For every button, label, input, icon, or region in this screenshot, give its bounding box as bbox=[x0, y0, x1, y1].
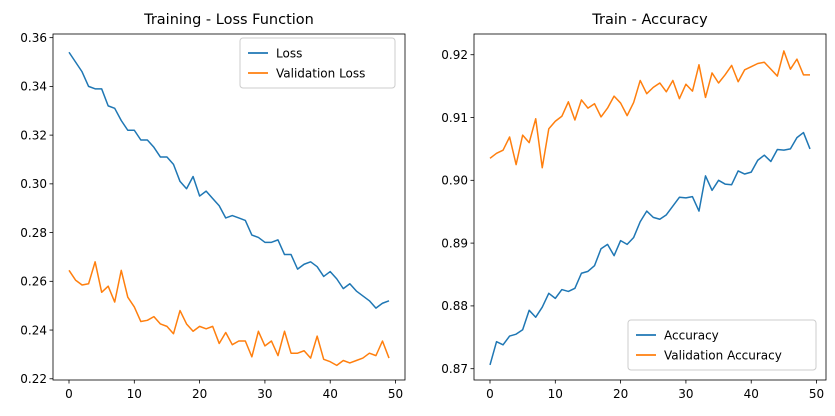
legend-label-2: Validation Loss bbox=[276, 66, 365, 80]
series-line-1 bbox=[489, 131, 811, 366]
x-tick-label: 40 bbox=[744, 387, 759, 401]
y-tick-label: 0.87 bbox=[441, 362, 468, 376]
y-tick-label: 0.91 bbox=[441, 111, 468, 125]
chart-title: Training - Loss Function bbox=[143, 12, 314, 28]
x-tick-label: 0 bbox=[65, 387, 73, 401]
y-tick-label: 0.32 bbox=[20, 128, 47, 142]
y-tick-label: 0.22 bbox=[20, 372, 47, 386]
series-line-2 bbox=[489, 50, 810, 169]
legend-box bbox=[627, 319, 817, 371]
y-tick-label: 0.24 bbox=[20, 323, 47, 337]
legend-label-1: Loss bbox=[276, 46, 302, 60]
y-tick-label: 0.36 bbox=[20, 31, 47, 45]
series-line-1 bbox=[68, 51, 390, 309]
chart-2: Train - Accuracy 0 10 20 30 40 50 0.87 0.88 0.89 0… bbox=[441, 12, 827, 401]
chart-title: Train - Accuracy bbox=[591, 12, 708, 28]
legend: Accuracy Validation Accuracy bbox=[627, 319, 817, 371]
x-tick-label: 0 bbox=[486, 387, 494, 401]
x-tick-label: 50 bbox=[809, 387, 824, 401]
y-tick-label: 0.30 bbox=[20, 177, 47, 191]
legend-label-1: Accuracy bbox=[664, 328, 719, 342]
plot-frame bbox=[473, 33, 827, 381]
y-tick-label: 0.92 bbox=[441, 48, 468, 62]
legend-label-2: Validation Accuracy bbox=[664, 348, 782, 362]
y-tick-label: 0.89 bbox=[441, 236, 468, 250]
x-tick-label: 30 bbox=[257, 387, 272, 401]
x-tick-label: 20 bbox=[192, 387, 207, 401]
legend-box bbox=[239, 37, 396, 89]
y-tick-label: 0.34 bbox=[20, 80, 47, 94]
series-line-2 bbox=[68, 261, 390, 367]
x-tick-label: 10 bbox=[548, 387, 563, 401]
x-tick-label: 30 bbox=[678, 387, 693, 401]
plot-frame bbox=[52, 33, 406, 381]
x-tick-label: 10 bbox=[127, 387, 142, 401]
x-tick-label: 40 bbox=[323, 387, 338, 401]
legend: Loss Validation Loss bbox=[239, 37, 396, 89]
y-tick-label: 0.88 bbox=[441, 299, 468, 313]
x-tick-label: 20 bbox=[613, 387, 628, 401]
y-tick-label: 0.26 bbox=[20, 275, 47, 289]
y-tick-label: 0.90 bbox=[441, 174, 468, 188]
y-tick-label: 0.28 bbox=[20, 226, 47, 240]
chart-1: Training - Loss Function 0 10 20 30 40 50 0.22 0… bbox=[20, 12, 406, 401]
x-tick-label: 50 bbox=[388, 387, 403, 401]
